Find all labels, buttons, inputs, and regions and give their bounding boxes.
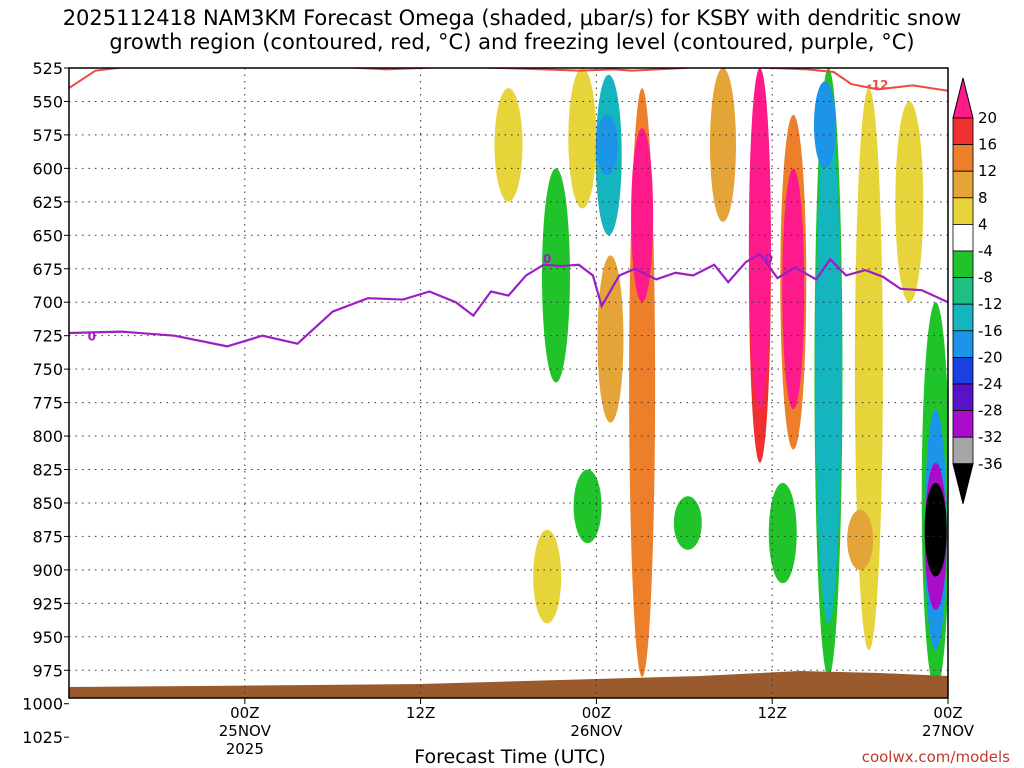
colorbar-swatch bbox=[952, 223, 974, 252]
credit-link[interactable]: coolwx.com/models bbox=[861, 748, 1010, 766]
colorbar-label: 4 bbox=[978, 215, 988, 233]
y-tick-label: 900 bbox=[32, 561, 63, 580]
colorbar-swatch bbox=[952, 383, 974, 412]
chart-title-line1: 2025112418 NAM3KM Forecast Omega (shaded… bbox=[62, 6, 962, 30]
colorbar-swatch bbox=[952, 117, 974, 146]
colorbar-label: -8 bbox=[978, 269, 993, 287]
omega-pos-3 bbox=[568, 68, 597, 209]
y-tick-label: 925 bbox=[32, 594, 63, 613]
colorbar-label: -12 bbox=[978, 295, 1003, 313]
freezing-level-label: 0 bbox=[765, 252, 773, 266]
omega-neg-9 bbox=[813, 81, 836, 169]
colorbar-label: 12 bbox=[978, 162, 997, 180]
colorbar-swatch bbox=[952, 277, 974, 305]
omega-neg-15 bbox=[967, 490, 989, 651]
omega-pos-1 bbox=[494, 88, 523, 202]
omega-pos-4 bbox=[597, 255, 624, 423]
x-axis-label: Forecast Time (UTC) bbox=[414, 746, 606, 768]
omega-pos-11 bbox=[782, 168, 805, 410]
colorbar-swatch bbox=[952, 170, 974, 199]
colorbar-swatch bbox=[952, 410, 974, 438]
x-tick-label: 12Z bbox=[406, 704, 435, 722]
y-tick-label: 875 bbox=[32, 527, 63, 546]
x-tick-label: 00Z bbox=[582, 704, 611, 722]
colorbar-label: -36 bbox=[978, 455, 1003, 473]
omega-pos-14 bbox=[895, 101, 924, 303]
y-tick-label: 700 bbox=[32, 293, 63, 312]
y-tick-label: 1025 bbox=[22, 728, 63, 747]
colorbar-label: 20 bbox=[978, 109, 997, 127]
omega-neg-1 bbox=[541, 168, 570, 383]
colorbar-swatch bbox=[952, 144, 974, 172]
x-tick-date: 27NOV bbox=[922, 722, 975, 740]
colorbar-label: -24 bbox=[978, 375, 1003, 393]
y-tick-label: 775 bbox=[32, 394, 63, 413]
colorbar-label: 8 bbox=[978, 189, 988, 207]
freezing-level-label: 0 bbox=[88, 330, 96, 344]
colorbar-label: -28 bbox=[978, 402, 1003, 420]
y-tick-label: 650 bbox=[32, 226, 63, 245]
colorbar-swatch bbox=[952, 330, 974, 358]
colorbar-label: -16 bbox=[978, 322, 1003, 340]
y-tick-label: 950 bbox=[32, 628, 63, 647]
omega-neg-6 bbox=[768, 482, 797, 584]
colorbar-top-arrow bbox=[952, 77, 974, 119]
omega-pos-2 bbox=[533, 529, 562, 624]
omega-neg-13 bbox=[924, 482, 947, 577]
y-tick-label: 550 bbox=[32, 92, 63, 111]
freezing-level-label: 0 bbox=[543, 252, 551, 266]
omega-pos-7 bbox=[709, 68, 736, 222]
omega-pos-9 bbox=[748, 68, 771, 410]
colorbar-swatch bbox=[952, 436, 974, 465]
y-tick-label: 575 bbox=[32, 126, 63, 145]
colorbar-bottom-arrow bbox=[952, 463, 974, 504]
y-tick-label: 750 bbox=[32, 360, 63, 379]
plot-frame bbox=[68, 67, 949, 699]
y-tick-label: 675 bbox=[32, 260, 63, 279]
omega-neg-8 bbox=[815, 114, 842, 624]
omega-pos-13 bbox=[847, 509, 874, 570]
omega-neg-4 bbox=[573, 469, 602, 544]
y-tick-label: 525 bbox=[32, 59, 63, 78]
omega-pos-6 bbox=[631, 128, 654, 303]
y-tick-label: 825 bbox=[32, 461, 63, 480]
colorbar-label: -20 bbox=[978, 348, 1003, 366]
freezing-level-contour-2 bbox=[1020, 463, 1024, 577]
colorbar-swatch bbox=[952, 197, 974, 225]
x-tick-year: 2025 bbox=[226, 740, 264, 758]
x-tick-date: 26NOV bbox=[570, 722, 623, 740]
y-tick-label: 1000 bbox=[22, 695, 63, 714]
terrain-band bbox=[69, 671, 948, 698]
colorbar-label: -32 bbox=[978, 428, 1003, 446]
x-tick-label: 12Z bbox=[758, 704, 787, 722]
x-tick-label: 00Z bbox=[933, 704, 962, 722]
freezing-level-contour bbox=[69, 252, 948, 348]
colorbar-label: 16 bbox=[978, 136, 997, 154]
x-tick-date: 25NOV bbox=[219, 722, 272, 740]
y-tick-label: 800 bbox=[32, 427, 63, 446]
chart-title-line2: growth region (contoured, red, °C) and f… bbox=[109, 30, 915, 54]
x-tick-label: 00Z bbox=[230, 704, 259, 722]
y-tick-label: 850 bbox=[32, 494, 63, 513]
y-tick-label: 625 bbox=[32, 193, 63, 212]
y-tick-label: 600 bbox=[32, 159, 63, 178]
colorbar-swatch bbox=[952, 250, 974, 279]
colorbar-swatch bbox=[952, 356, 974, 385]
y-tick-label: 975 bbox=[32, 661, 63, 680]
dgz-label: -12 bbox=[867, 78, 889, 92]
colorbar-swatch bbox=[952, 303, 974, 332]
y-tick-label: 725 bbox=[32, 327, 63, 346]
colorbar-label: -4 bbox=[978, 242, 993, 260]
omega-neg-3 bbox=[595, 114, 618, 176]
omega-neg-5 bbox=[673, 496, 702, 550]
